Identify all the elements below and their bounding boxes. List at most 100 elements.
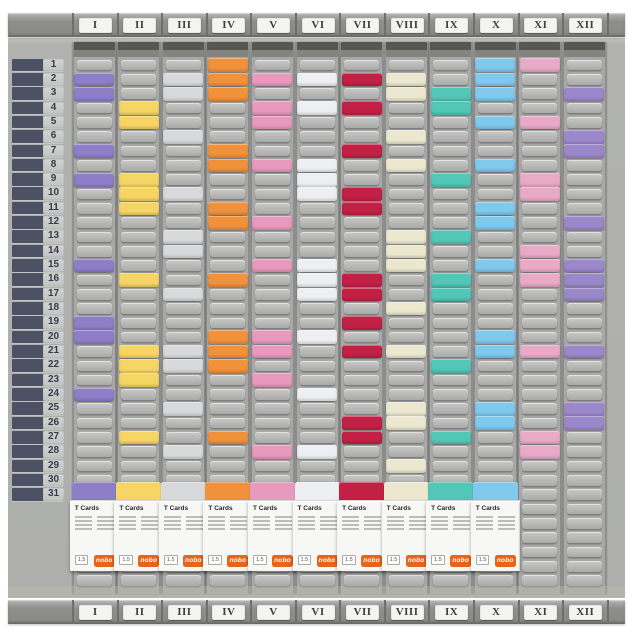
t-card[interactable]: [430, 87, 471, 101]
t-card[interactable]: [430, 101, 471, 115]
t-card[interactable]: [118, 344, 159, 359]
t-card[interactable]: [564, 287, 605, 302]
t-card[interactable]: [297, 273, 338, 287]
t-card-sticking-out[interactable]: [160, 482, 206, 501]
t-card[interactable]: [163, 344, 204, 359]
t-card[interactable]: [297, 445, 338, 459]
t-card[interactable]: [341, 101, 382, 115]
t-card[interactable]: [252, 115, 293, 130]
t-card[interactable]: [207, 72, 248, 87]
t-card[interactable]: [386, 344, 427, 359]
t-card[interactable]: [386, 244, 427, 259]
t-card[interactable]: [475, 201, 516, 216]
t-card[interactable]: [564, 258, 605, 273]
t-card[interactable]: [475, 158, 516, 173]
t-card[interactable]: [519, 115, 560, 130]
t-card[interactable]: [386, 230, 427, 244]
t-card-refill-box[interactable]: T Cards 1.5 nobo: [292, 482, 342, 572]
t-card[interactable]: [207, 430, 248, 445]
t-card[interactable]: [341, 187, 382, 201]
t-card[interactable]: [475, 344, 516, 359]
t-card[interactable]: [297, 158, 338, 173]
t-card[interactable]: [519, 244, 560, 259]
t-card[interactable]: [386, 130, 427, 144]
t-card[interactable]: [475, 72, 516, 87]
t-card[interactable]: [252, 101, 293, 115]
t-card-sticking-out[interactable]: [205, 482, 251, 501]
t-card[interactable]: [475, 87, 516, 101]
t-card[interactable]: [207, 87, 248, 101]
t-card[interactable]: [475, 330, 516, 345]
t-card[interactable]: [297, 187, 338, 201]
t-card-sticking-out[interactable]: [428, 482, 474, 501]
t-card-sticking-out[interactable]: [294, 482, 340, 501]
t-card[interactable]: [207, 330, 248, 345]
t-card[interactable]: [519, 344, 560, 359]
t-card[interactable]: [475, 58, 516, 72]
t-card[interactable]: [519, 258, 560, 273]
t-card[interactable]: [341, 287, 382, 302]
t-card[interactable]: [475, 115, 516, 130]
t-card[interactable]: [207, 215, 248, 230]
t-card[interactable]: [74, 387, 115, 402]
t-card[interactable]: [163, 87, 204, 101]
t-card[interactable]: [430, 287, 471, 302]
t-card[interactable]: [207, 344, 248, 359]
t-card[interactable]: [475, 258, 516, 273]
t-card[interactable]: [207, 201, 248, 216]
t-card-sticking-out[interactable]: [383, 482, 429, 501]
t-card[interactable]: [297, 258, 338, 273]
t-card[interactable]: [118, 430, 159, 445]
t-card[interactable]: [386, 72, 427, 87]
t-card[interactable]: [163, 130, 204, 144]
t-card[interactable]: [519, 172, 560, 187]
t-card[interactable]: [297, 287, 338, 302]
t-card[interactable]: [386, 416, 427, 430]
t-card[interactable]: [341, 144, 382, 158]
t-card[interactable]: [341, 201, 382, 216]
t-card-refill-box[interactable]: T Cards 1.5 nobo: [247, 482, 297, 572]
t-card[interactable]: [163, 230, 204, 244]
t-card[interactable]: [519, 445, 560, 459]
t-card[interactable]: [163, 359, 204, 373]
t-card-sticking-out[interactable]: [116, 482, 162, 501]
t-card[interactable]: [341, 430, 382, 445]
t-card[interactable]: [430, 273, 471, 287]
t-card[interactable]: [297, 330, 338, 345]
t-card[interactable]: [207, 158, 248, 173]
t-card[interactable]: [252, 215, 293, 230]
t-card-refill-box[interactable]: T Cards 1.5 nobo: [337, 482, 387, 572]
t-card[interactable]: [118, 373, 159, 388]
t-card[interactable]: [386, 258, 427, 273]
t-card[interactable]: [564, 344, 605, 359]
t-card[interactable]: [564, 130, 605, 144]
t-card[interactable]: [564, 144, 605, 158]
t-card[interactable]: [519, 430, 560, 445]
t-card[interactable]: [564, 87, 605, 101]
t-card[interactable]: [341, 316, 382, 330]
t-card-sticking-out[interactable]: [249, 482, 295, 501]
t-card-sticking-out[interactable]: [472, 482, 518, 501]
t-card[interactable]: [386, 301, 427, 316]
t-card[interactable]: [74, 172, 115, 187]
t-card[interactable]: [207, 273, 248, 287]
t-card[interactable]: [252, 158, 293, 173]
t-card-refill-box[interactable]: T Cards 1.5 nobo: [203, 482, 253, 572]
t-card[interactable]: [252, 258, 293, 273]
t-card[interactable]: [74, 87, 115, 101]
t-card[interactable]: [386, 402, 427, 416]
t-card[interactable]: [519, 273, 560, 287]
t-card[interactable]: [341, 72, 382, 87]
t-card[interactable]: [564, 402, 605, 416]
t-card[interactable]: [74, 316, 115, 330]
t-card[interactable]: [163, 402, 204, 416]
t-card-refill-box[interactable]: T Cards 1.5 nobo: [470, 482, 520, 572]
t-card[interactable]: [252, 344, 293, 359]
t-card[interactable]: [341, 344, 382, 359]
t-card[interactable]: [297, 387, 338, 402]
t-card[interactable]: [118, 172, 159, 187]
t-card-refill-box[interactable]: T Cards 1.5 nobo: [426, 482, 476, 572]
t-card[interactable]: [118, 201, 159, 216]
t-card[interactable]: [252, 330, 293, 345]
t-card[interactable]: [564, 215, 605, 230]
